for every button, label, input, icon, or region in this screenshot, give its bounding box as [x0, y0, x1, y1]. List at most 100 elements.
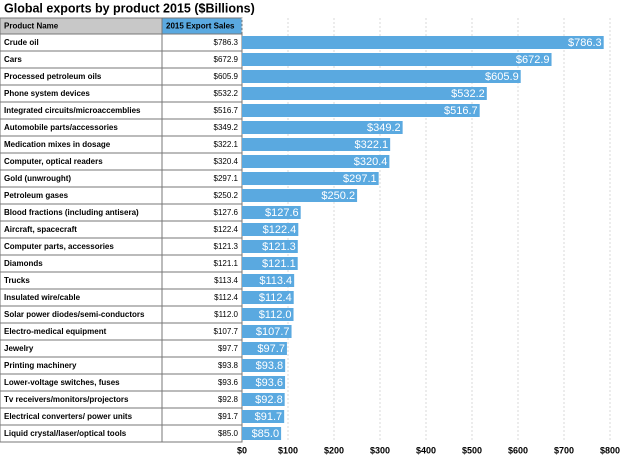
y-tick-label: Gold (unwrought)	[4, 174, 71, 183]
table-value: $786.3	[214, 38, 239, 47]
bar	[242, 104, 480, 117]
table-value: $93.6	[218, 378, 239, 387]
y-tick-label: Jewelry	[4, 344, 34, 353]
data-label: $93.6	[256, 377, 284, 389]
x-tick-label: $100	[278, 445, 298, 455]
table-value: $92.8	[218, 395, 239, 404]
chart-title: Global exports by product 2015 ($Billion…	[4, 1, 255, 15]
table-value: $93.8	[218, 361, 239, 370]
table-value: $107.7	[214, 327, 239, 336]
bar	[242, 291, 294, 304]
y-tick-label: Medication mixes in dosage	[4, 140, 111, 149]
bar	[242, 70, 521, 83]
data-label: $516.7	[444, 105, 478, 117]
y-tick-label: Crude oil	[4, 38, 39, 47]
bar	[242, 376, 286, 389]
y-tick-label: Aircraft, spacecraft	[4, 225, 77, 234]
y-tick-label: Lower-voltage switches, fuses	[4, 378, 120, 387]
bar	[242, 36, 604, 49]
y-tick-label: Cars	[4, 55, 22, 64]
x-tick-label: $300	[370, 445, 390, 455]
y-tick-label: Insulated wire/cable	[4, 293, 81, 302]
y-tick-label: Petroleum gases	[4, 191, 69, 200]
bar	[242, 308, 294, 321]
data-label: $122.4	[263, 224, 297, 236]
data-label: $113.4	[259, 275, 292, 287]
table-value: $122.4	[214, 225, 239, 234]
bar	[242, 53, 552, 66]
bar	[242, 172, 379, 185]
bar	[242, 342, 287, 355]
data-label: $85.0	[252, 428, 280, 440]
table-value: $113.4	[214, 276, 238, 285]
bar	[242, 257, 298, 270]
y-tick-label: Computer, optical readers	[4, 157, 103, 166]
table-value: $250.2	[214, 191, 239, 200]
column-header: 2015 Export Sales	[166, 22, 235, 31]
table-value: $322.1	[214, 140, 239, 149]
data-label: $297.1	[343, 173, 377, 185]
bar	[242, 427, 282, 440]
table-value: $532.2	[214, 89, 239, 98]
bar	[242, 223, 299, 236]
y-tick-label: Processed petroleum oils	[4, 72, 102, 81]
table-value: $91.7	[218, 412, 239, 421]
data-label: $672.9	[516, 54, 550, 66]
data-label: $121.3	[262, 241, 296, 253]
table-value: $112.0	[214, 310, 238, 319]
data-label: $107.7	[256, 326, 290, 338]
y-tick-label: Liquid crystal/laser/optical tools	[4, 429, 127, 438]
data-label: $250.2	[321, 190, 355, 202]
data-label: $532.2	[451, 88, 485, 100]
data-label: $349.2	[367, 122, 401, 134]
bar	[242, 155, 390, 168]
data-label: $322.1	[355, 139, 389, 151]
y-tick-label: Integrated circuits/microaccemblies	[4, 106, 141, 115]
y-tick-label: Blood fractions (including antisera)	[4, 208, 139, 217]
y-tick-label: Automobile parts/accessories	[4, 123, 118, 132]
bar	[242, 189, 358, 202]
table-value: $297.1	[214, 174, 239, 183]
y-tick-label: Trucks	[4, 276, 30, 285]
x-tick-label: $800	[600, 445, 620, 455]
data-label: $112.4	[259, 292, 292, 304]
data-label: $112.0	[259, 309, 292, 321]
bar	[242, 206, 301, 219]
y-tick-label: Tv receivers/monitors/projectors	[4, 395, 129, 404]
x-tick-label: $400	[416, 445, 436, 455]
bar	[242, 393, 285, 406]
table-value: $672.9	[214, 55, 239, 64]
data-label: $127.6	[265, 207, 299, 219]
table-value: $516.7	[214, 106, 239, 115]
table-value: $349.2	[214, 123, 239, 132]
bar	[242, 138, 391, 151]
bar	[242, 325, 292, 338]
data-label: $93.8	[256, 360, 284, 372]
table-value: $320.4	[214, 157, 239, 166]
bar	[242, 87, 487, 100]
table-value: $97.7	[218, 344, 239, 353]
bar	[242, 410, 285, 423]
y-tick-label: Phone system devices	[4, 89, 90, 98]
bar	[242, 121, 403, 134]
table-value: $112.4	[214, 293, 238, 302]
x-tick-label: $200	[324, 445, 344, 455]
y-tick-label: Solar power diodes/semi-conductors	[4, 310, 145, 319]
x-tick-label: $700	[554, 445, 574, 455]
table-cell	[0, 50, 163, 69]
bar	[242, 274, 295, 287]
y-tick-label: Diamonds	[4, 259, 43, 268]
table-value: $127.6	[214, 208, 239, 217]
y-tick-label: Electro-medical equipment	[4, 327, 107, 336]
x-tick-label: $600	[508, 445, 528, 455]
x-tick-label: $0	[237, 445, 247, 455]
column-header: Product Name	[4, 22, 59, 31]
data-label: $91.7	[255, 411, 283, 423]
data-label: $121.1	[262, 258, 296, 270]
bar	[242, 240, 298, 253]
data-label: $786.3	[568, 37, 602, 49]
data-label: $320.4	[354, 156, 388, 168]
data-label: $92.8	[255, 394, 283, 406]
x-tick-label: $500	[462, 445, 482, 455]
